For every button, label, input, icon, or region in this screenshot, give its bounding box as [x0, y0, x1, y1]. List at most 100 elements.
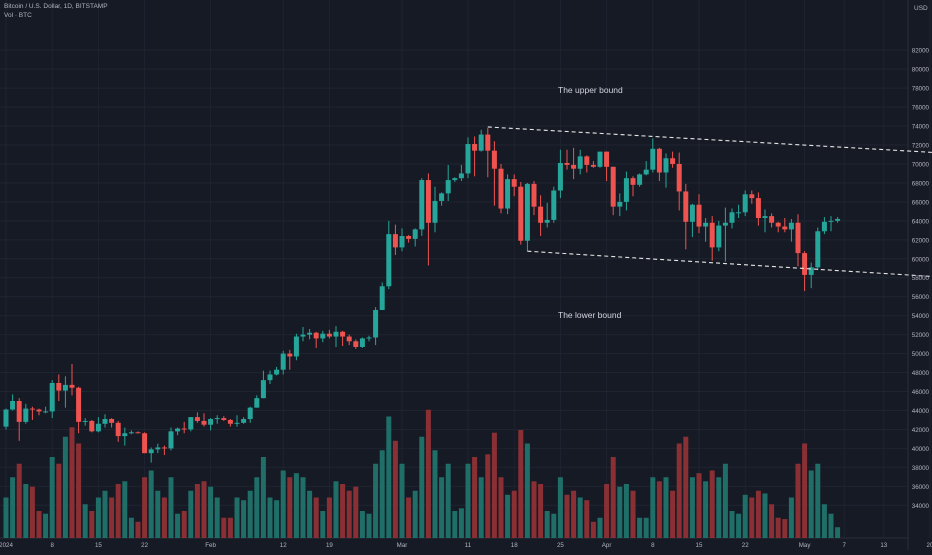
time-tick-label: Feb: [205, 542, 216, 549]
candle-body: [76, 387, 82, 422]
candle-body: [795, 222, 801, 254]
volume-bar: [168, 477, 174, 538]
time-tick-label: 11: [465, 542, 472, 549]
candle-body: [775, 222, 781, 227]
volume-bar: [115, 484, 121, 538]
lower-bound-annotation[interactable]: The lower bound: [558, 310, 622, 320]
price-tick-label: 50000: [912, 351, 930, 358]
volume-bar: [353, 486, 359, 538]
price-tick-label: 68000: [912, 180, 930, 187]
volume-bar: [445, 463, 451, 538]
volume-bar: [439, 477, 445, 538]
volume-bar: [511, 490, 517, 538]
volume-bar: [412, 490, 418, 538]
upper-bound-annotation[interactable]: The upper bound: [558, 85, 623, 95]
volume-bar: [122, 481, 128, 538]
volume-bar: [379, 450, 385, 538]
candle-body: [234, 422, 240, 424]
currency-label: USD: [914, 5, 928, 12]
price-tick-label: 36000: [912, 484, 930, 491]
volume-bar: [333, 481, 339, 538]
volume-bar: [703, 481, 709, 538]
candle-body: [425, 180, 431, 223]
price-tick-label: 54000: [912, 313, 930, 320]
volume-bar: [29, 486, 35, 538]
volume-bar: [498, 477, 504, 538]
price-tick-label: 82000: [912, 48, 930, 55]
candle-body: [458, 173, 464, 179]
time-tick-label: 15: [696, 542, 703, 549]
volume-bar: [465, 463, 471, 538]
candle-body: [208, 419, 214, 425]
volume-bar: [148, 470, 154, 538]
volume-bar: [300, 477, 306, 538]
candle-body: [445, 180, 451, 194]
volume-bar: [623, 484, 629, 538]
candle-body: [247, 407, 253, 420]
volume-bar: [524, 443, 530, 538]
candle-body: [392, 234, 398, 248]
volume-bar: [617, 486, 623, 538]
candle-body: [709, 222, 715, 248]
volume-bar: [181, 511, 187, 538]
candle-body: [571, 164, 577, 169]
candle-body: [82, 420, 88, 422]
candle-body: [610, 166, 616, 207]
candle-body: [742, 194, 748, 213]
price-tick-label: 42000: [912, 427, 930, 434]
candle-body: [359, 338, 365, 347]
volume-bar: [643, 517, 649, 538]
candle-body: [729, 212, 735, 223]
candle-body: [346, 336, 352, 342]
volume-bar: [458, 508, 464, 538]
volume-bar: [76, 443, 82, 538]
candle-body: [95, 423, 101, 432]
volume-bar: [392, 440, 398, 538]
time-tick-label: 12: [280, 542, 287, 549]
candle-body: [49, 382, 55, 412]
volume-bar: [386, 416, 392, 538]
volume-bar: [214, 497, 220, 538]
volume-bar: [676, 443, 682, 538]
volume-bar: [419, 436, 425, 538]
volume-bar: [577, 497, 583, 538]
candle-body: [439, 193, 445, 201]
volume-bar: [346, 490, 352, 538]
candle-body: [769, 216, 775, 223]
volume-bar: [590, 521, 596, 538]
candle-body: [604, 151, 610, 167]
candle-body: [828, 220, 834, 222]
volume-bar: [815, 463, 821, 538]
price-tick-label: 76000: [912, 105, 930, 112]
volume-bar: [478, 477, 484, 538]
time-tick-label: 2024: [0, 542, 13, 549]
candle-body: [23, 408, 29, 422]
candle-body: [340, 331, 346, 337]
candle-body: [511, 179, 517, 187]
candle-body: [227, 419, 233, 424]
candle-body: [802, 253, 808, 275]
volume-bar: [359, 511, 365, 538]
candle-body: [29, 408, 35, 410]
candle-body: [3, 409, 9, 427]
volume-bar: [267, 497, 273, 538]
volume-bar: [10, 477, 16, 538]
candle-body: [168, 431, 174, 449]
candle-body: [379, 286, 385, 310]
volume-bar: [557, 477, 563, 538]
candle-body: [10, 401, 16, 410]
volume-bar: [23, 484, 29, 538]
volume-bar: [227, 517, 233, 538]
volume-bar: [683, 436, 689, 538]
candle-body: [221, 418, 227, 420]
volume-bar: [373, 463, 379, 538]
candle-body: [663, 158, 669, 173]
volume-bar: [716, 477, 722, 538]
candle-body: [201, 420, 207, 425]
volume-bar: [564, 494, 570, 538]
candle-body: [518, 186, 524, 241]
price-tick-label: 62000: [912, 237, 930, 244]
volume-bar: [491, 432, 497, 538]
